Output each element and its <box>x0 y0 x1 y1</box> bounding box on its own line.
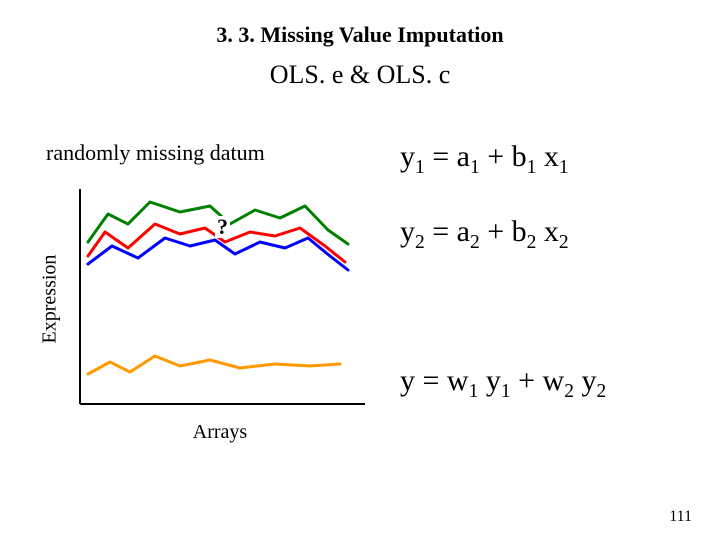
equation-1: y1 = a1 + b1 x1 <box>400 140 700 179</box>
equations-panel: y1 = a1 + b1 x1 y2 = a2 + b2 x2 y = w1 y… <box>400 140 700 403</box>
page-number: 111 <box>669 508 692 526</box>
y-axis-label: Expression <box>39 255 62 344</box>
missing-datum-label: randomly missing datum <box>46 140 370 166</box>
equation-combined: y = w1 y1 + w2 y2 <box>400 364 700 403</box>
header-title: 3. 3. Missing Value Imputation <box>0 0 720 48</box>
x-axis-label: Arrays <box>193 421 247 444</box>
missing-marker: ? <box>215 216 230 238</box>
equation-2: y2 = a2 + b2 x2 <box>400 215 700 254</box>
left-panel: randomly missing datum Expression ? Arra… <box>40 140 370 414</box>
subtitle: OLS. e & OLS. c <box>0 48 720 90</box>
content-area: randomly missing datum Expression ? Arra… <box>0 140 720 540</box>
expression-chart: Expression ? Arrays <box>70 184 370 414</box>
